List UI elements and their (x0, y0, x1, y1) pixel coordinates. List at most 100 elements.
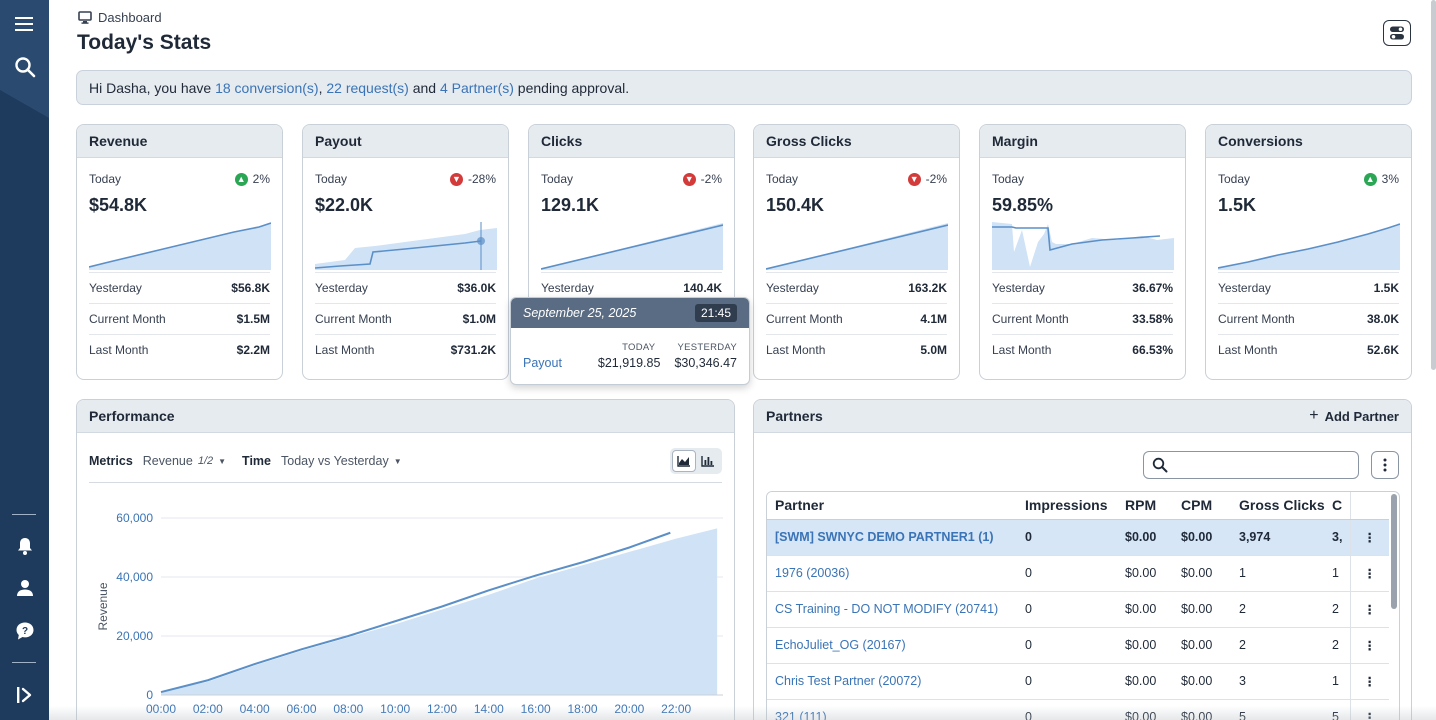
table-row[interactable]: [SWM] SWNYC DEMO PARTNER1 (1) 0 $0.00 $0… (767, 519, 1389, 556)
table-row[interactable]: 321 (111) 0 $0.00 $0.00 5 5 ⋮ (767, 699, 1389, 720)
partners-options-button[interactable] (1371, 451, 1399, 479)
x-tick-label: 04:00 (240, 702, 270, 716)
last-month-row: Last Month $2.2M (89, 334, 270, 365)
today-value: $54.8K (89, 195, 148, 215)
help-button[interactable]: ? (0, 613, 49, 649)
time-select[interactable]: Today vs Yesterday ▼ (281, 454, 402, 468)
partner-name-link[interactable]: CS Training - DO NOT MODIFY (20741) (767, 591, 1017, 628)
x-tick-label: 10:00 (380, 702, 410, 716)
expand-sidebar-button[interactable] (0, 677, 49, 713)
metrics-select-value: Revenue (142, 454, 193, 468)
cpm-cell: $0.00 (1173, 519, 1231, 556)
card-title: Gross Clicks (754, 125, 959, 158)
line-series (160, 531, 671, 694)
partner-name-link[interactable]: EchoJuliet_OG (20167) (767, 627, 1017, 664)
card-title: Revenue (77, 125, 282, 158)
table-row[interactable]: CS Training - DO NOT MODIFY (20741) 0 $0… (767, 591, 1389, 628)
table-row[interactable]: Chris Test Partner (20072) 0 $0.00 $0.00… (767, 663, 1389, 700)
arrow-down-icon: ▼ (682, 172, 696, 186)
page-scrollbar[interactable] (1431, 0, 1436, 370)
row-actions-button[interactable]: ⋮ (1349, 555, 1389, 592)
card-title: Clicks (529, 125, 734, 158)
row-label: Current Month (992, 312, 1069, 326)
column-header-cpm[interactable]: CPM (1173, 492, 1231, 520)
row-value: 5.0M (920, 343, 947, 357)
conversions-link[interactable]: 18 conversion(s) (215, 79, 319, 96)
area-chart-button[interactable] (672, 450, 696, 472)
row-actions-button[interactable]: ⋮ (1349, 591, 1389, 628)
add-partner-button[interactable]: + Add Partner (1309, 407, 1399, 425)
table-row[interactable]: 1976 (20036) 0 $0.00 $0.00 1 1 ⋮ (767, 555, 1389, 592)
today-label: Today (315, 172, 348, 186)
current-month-row: Current Month 33.58% (992, 303, 1173, 334)
gross-clicks-cell: 2 (1231, 627, 1332, 664)
caret-down-icon: ▼ (218, 456, 227, 466)
trend-value: -2% (700, 172, 722, 186)
notifications-button[interactable] (0, 528, 49, 564)
partners-panel: Partners + Add Partner Partner Impressio… (753, 399, 1412, 720)
breadcrumb-dashboard[interactable]: Dashboard (98, 10, 162, 25)
column-header-partner[interactable]: Partner (767, 492, 1017, 520)
rpm-cell: $0.00 (1117, 627, 1173, 664)
banner-text-prefix: Hi Dasha, you have (89, 79, 216, 96)
card-title: Conversions (1206, 125, 1411, 158)
row-value: 66.53% (1132, 343, 1173, 357)
tooltip-time: 21:45 (694, 304, 737, 322)
table-row[interactable]: EchoJuliet_OG (20167) 0 $0.00 $0.00 2 2 … (767, 627, 1389, 664)
kebab-icon: ⋮ (1363, 638, 1377, 653)
column-header-actions (1349, 492, 1389, 520)
bell-icon (17, 538, 32, 555)
partners-table: Partner Impressions RPM CPM Gross Clicks… (767, 492, 1389, 720)
trend-indicator: ▼ -2% (682, 172, 722, 186)
sidebar: ? (0, 0, 49, 720)
account-button[interactable] (0, 570, 49, 606)
row-label: Yesterday (89, 281, 142, 295)
table-scrollbar[interactable] (1391, 494, 1397, 609)
partner-search-input[interactable] (1174, 457, 1344, 473)
x-tick-label: 20:00 (614, 702, 644, 716)
chart-tooltip: September 25, 2025 21:45 TODAY YESTERDAY… (510, 297, 750, 385)
row-actions-button[interactable]: ⋮ (1349, 663, 1389, 700)
cpm-cell: $0.00 (1173, 699, 1231, 720)
partner-name-link[interactable]: 1976 (20036) (767, 555, 1017, 592)
row-actions-button[interactable]: ⋮ (1349, 519, 1389, 556)
row-label: Last Month (1218, 343, 1278, 357)
partner-name-link[interactable]: [SWM] SWNYC DEMO PARTNER1 (1) (767, 519, 1017, 556)
view-settings-button[interactable] (1383, 20, 1411, 46)
y-tick-label: 60,000 (116, 511, 153, 525)
search-icon (14, 57, 35, 78)
today-label: Today (992, 172, 1025, 186)
search-nav-button[interactable] (0, 49, 49, 85)
kebab-icon (1383, 458, 1387, 472)
column-header-c[interactable]: C (1332, 492, 1350, 520)
yesterday-row: Yesterday $56.8K (89, 272, 270, 303)
column-header-impressions[interactable]: Impressions (1017, 492, 1117, 520)
row-actions-button[interactable]: ⋮ (1349, 627, 1389, 664)
sparkline (541, 223, 723, 270)
column-header-rpm[interactable]: RPM (1117, 492, 1173, 520)
partner-name-link[interactable]: Chris Test Partner (20072) (767, 663, 1017, 700)
menu-button[interactable] (0, 6, 49, 42)
metrics-select[interactable]: Revenue 1/2 ▼ (143, 454, 226, 468)
performance-panel: Performance Metrics Revenue 1/2 ▼ Time T… (76, 399, 735, 720)
row-actions-button[interactable]: ⋮ (1349, 699, 1389, 720)
payout-card: Payout Today ▼ -28% $22.0K Yesterday $36.0… (302, 124, 509, 380)
page-title: Today's Stats (77, 31, 212, 54)
metrics-select-count: 1/2 (197, 455, 214, 467)
kebab-icon: ⋮ (1363, 530, 1377, 545)
partner-search[interactable] (1143, 451, 1359, 479)
column-header-gross-clicks[interactable]: Gross Clicks (1231, 492, 1332, 520)
bar-chart-button[interactable] (696, 450, 720, 472)
partner-name-link[interactable]: 321 (111) (767, 699, 1017, 720)
area-series (161, 528, 718, 695)
partners-link[interactable]: 4 Partner(s) (439, 79, 514, 96)
requests-link[interactable]: 22 request(s) (326, 79, 409, 96)
y-tick-label: 20,000 (116, 629, 153, 643)
cpm-cell: $0.00 (1173, 555, 1231, 592)
impressions-cell: 0 (1017, 555, 1117, 592)
chart-type-toggle (670, 448, 722, 474)
x-tick-label: 12:00 (427, 702, 457, 716)
row-value: $2.2M (236, 343, 270, 357)
today-label: Today (541, 172, 574, 186)
toggle-settings-icon (1390, 26, 1404, 40)
